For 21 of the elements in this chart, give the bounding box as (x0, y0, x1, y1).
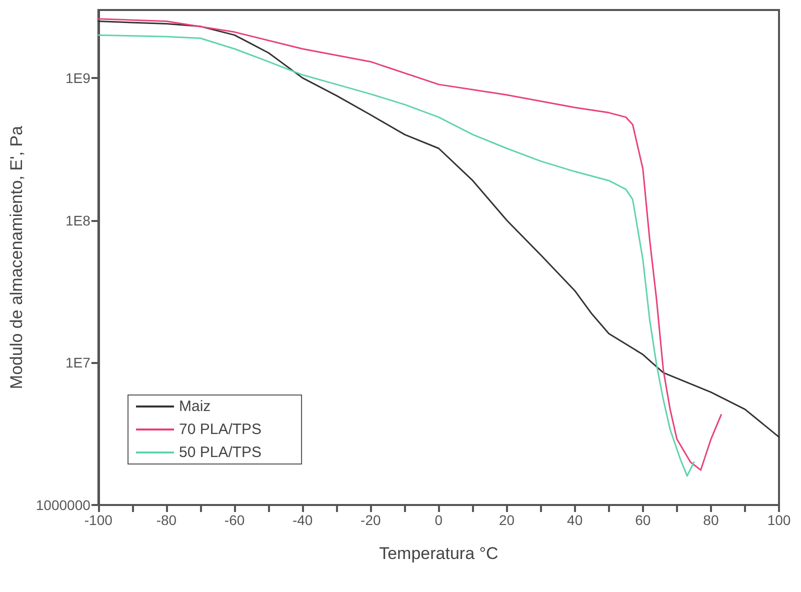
line-series (98, 20, 780, 438)
x-tick-label: 60 (635, 512, 651, 528)
x-tick-label: -100 (84, 512, 113, 528)
x-tick-label: 20 (498, 512, 515, 528)
x-tick-label: -80 (156, 512, 177, 528)
y-tick-label: 1E8 (65, 212, 91, 228)
x-axis-title: Temperatura °C (379, 544, 498, 563)
x-tick-label: 100 (767, 512, 791, 528)
legend-label: 50 PLA/TPS (179, 444, 262, 461)
legend-label: Maiz (179, 398, 211, 415)
y-axis-title: Modulo de almacenamiento, E', Pa (7, 125, 26, 390)
x-tick-label: -40 (292, 512, 313, 528)
y-tick-label: 1E9 (65, 70, 91, 86)
x-tick-label: -60 (224, 512, 245, 528)
x-tick-label: 40 (567, 512, 583, 528)
y-tick-label: 1000000 (36, 497, 91, 513)
x-tick-label: 0 (434, 512, 443, 528)
y-tick-label: 1E7 (65, 354, 91, 371)
x-tick-label: 80 (703, 512, 719, 528)
legend-label: 70 PLA/TPS (179, 421, 262, 438)
x-tick-label: -20 (360, 512, 381, 528)
